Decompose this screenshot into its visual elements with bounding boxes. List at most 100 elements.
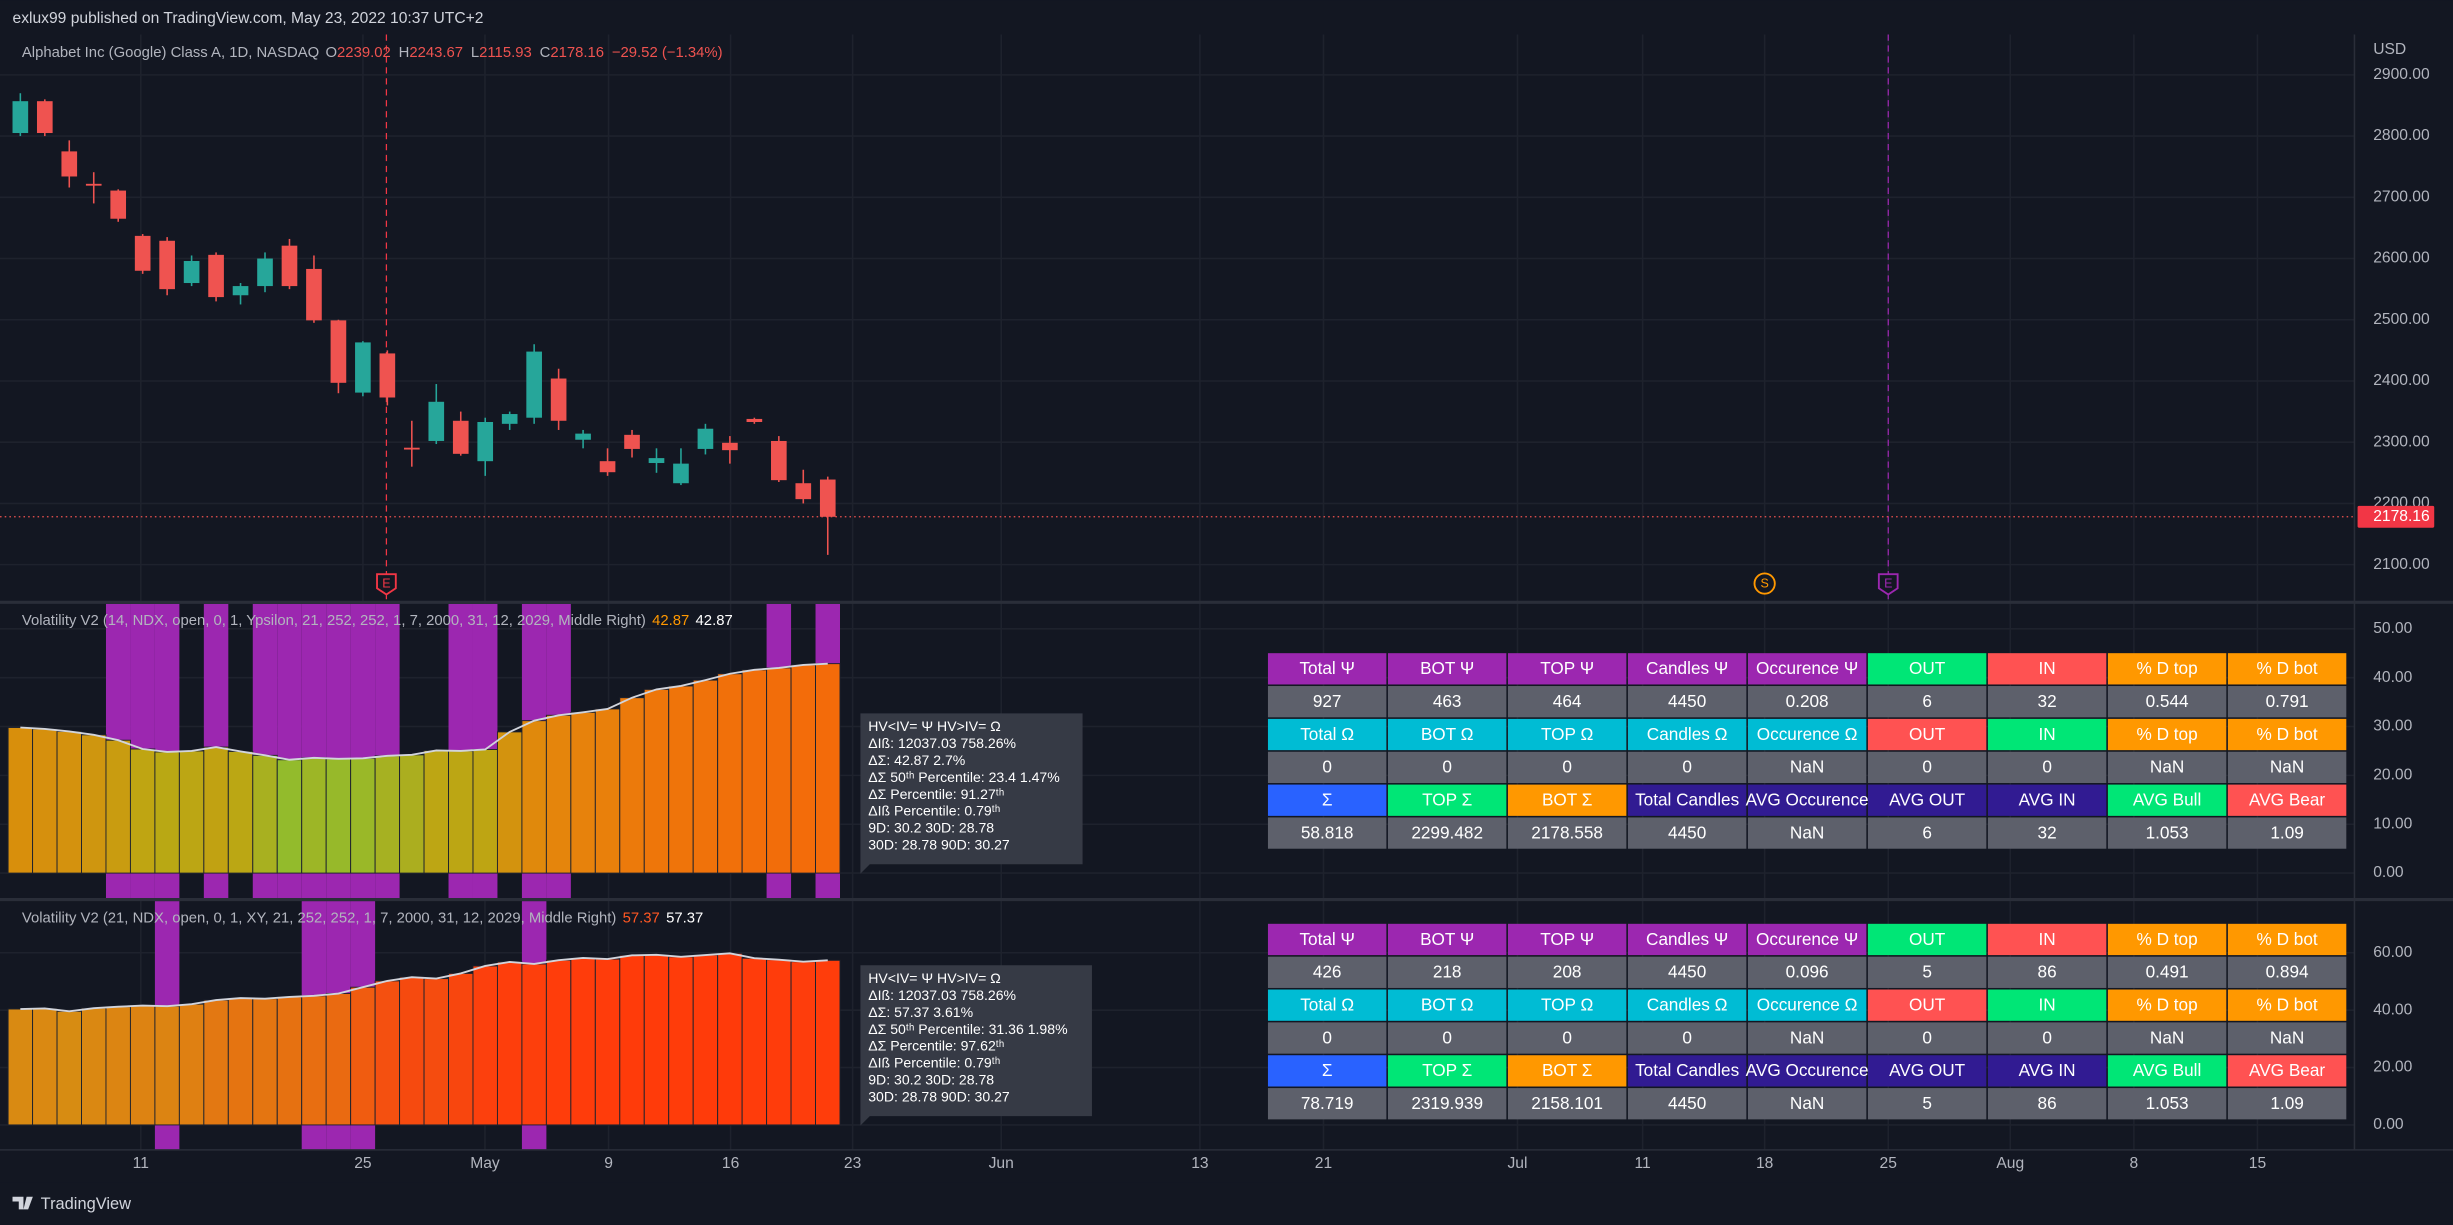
bar — [521, 720, 547, 874]
table-cell — [2227, 653, 2347, 685]
table-cell-text: Total Ω — [1300, 724, 1354, 744]
table-cell — [1627, 989, 1747, 1021]
y-tick-label: 2900.00 — [2373, 66, 2430, 83]
footer — [0, 1182, 2453, 1225]
table-cell — [1747, 956, 1867, 988]
candle-body — [355, 342, 371, 393]
indicator-name: Volatility V2 (21, NDX, open, 0, 1, XY, … — [22, 910, 617, 926]
bar — [448, 972, 474, 1126]
table-cell-text: Candles Ψ — [1646, 658, 1728, 678]
table-cell — [1867, 989, 1987, 1021]
table-cell — [2227, 1055, 2347, 1087]
price-tag-label: 2178.16 — [2373, 508, 2429, 525]
bar — [741, 957, 768, 1126]
table-cell-text: AVG Bear — [2249, 1060, 2325, 1080]
event-marker — [1877, 573, 1899, 596]
table-cell — [2107, 751, 2227, 784]
table-cell-text: 208 — [1553, 962, 1582, 982]
bar — [766, 667, 792, 874]
y-tick-label: 2100.00 — [2373, 556, 2430, 573]
bar — [81, 1007, 107, 1126]
table-cell-text: % D top — [2137, 724, 2198, 744]
table-cell-text: Total Ω — [1300, 994, 1354, 1014]
table-cell — [1507, 923, 1627, 956]
x-tick-label: Jul — [1507, 1155, 1527, 1172]
table-cell-text: NaN — [1790, 822, 1824, 842]
table-cell — [1867, 1088, 1987, 1120]
y-tick-label: 2400.00 — [2373, 372, 2430, 389]
table-cell-text: 0 — [1682, 1027, 1692, 1047]
table-cell — [1507, 1088, 1627, 1120]
value-line — [20, 952, 828, 1013]
y-tick-label: 40.00 — [2373, 669, 2412, 686]
x-tick-label: Jun — [989, 1155, 1014, 1172]
notes-line: ΔΣ 50ᵗʰ Percentile: 31.36 1.98% — [868, 1021, 1067, 1037]
bar — [276, 759, 303, 874]
table-cell — [1267, 718, 1387, 751]
table-cell-text: 2158.101 — [1531, 1093, 1603, 1113]
bar — [766, 959, 792, 1126]
table-cell-text: 0 — [1922, 757, 1932, 777]
candle-body — [159, 240, 175, 290]
table-cell-text: 32 — [2038, 691, 2057, 711]
table-cell — [2227, 817, 2347, 849]
table-cell — [1747, 751, 1867, 784]
table-cell-text: 0 — [1682, 757, 1692, 777]
bar — [129, 1005, 156, 1126]
notes-line: 30D: 28.78 90D: 30.27 — [868, 1088, 1010, 1104]
candle-body — [208, 254, 224, 298]
candle-body — [110, 190, 127, 219]
table-cell-text: % D bot — [2257, 994, 2318, 1014]
bar — [570, 957, 596, 1126]
table-cell-text: 5 — [1922, 962, 1932, 982]
candle-body — [306, 268, 322, 321]
table-cell — [2227, 686, 2347, 718]
bar — [374, 755, 401, 874]
x-tick-label: 11 — [133, 1155, 149, 1172]
table-cell-text: 6 — [1922, 822, 1932, 842]
table-cell-text: NaN — [1790, 1027, 1824, 1047]
bar — [399, 754, 425, 874]
bar — [203, 999, 229, 1126]
candle-body — [550, 378, 567, 421]
table-cell-text: 2178.558 — [1531, 822, 1603, 842]
candle-body — [771, 440, 787, 481]
table-cell — [1267, 923, 1387, 956]
candle-body — [36, 101, 53, 134]
value-line — [20, 662, 828, 761]
table-cell-text: 464 — [1553, 691, 1582, 711]
table-cell-text: 86 — [2038, 1093, 2057, 1113]
table-cell-text: NaN — [2150, 757, 2184, 777]
table-cell — [1267, 653, 1387, 685]
table-cell-text: % D bot — [2257, 658, 2318, 678]
candle-body — [599, 461, 616, 473]
brand-logo — [12, 1196, 33, 1210]
table-cell-text: 426 — [1313, 962, 1342, 982]
y-tick-label: 40.00 — [2373, 1001, 2412, 1018]
bar — [692, 679, 719, 874]
candle-body — [134, 235, 151, 271]
notes-line: ΔIß: 12037.03 758.26% — [868, 735, 1016, 751]
candle-body — [697, 428, 714, 449]
table-cell-text: % D top — [2137, 929, 2198, 949]
legend-value: 2243.67 — [409, 45, 463, 61]
bar — [619, 697, 645, 874]
table-cell — [1747, 718, 1867, 751]
table-cell — [1627, 1055, 1747, 1087]
table-cell — [2227, 989, 2347, 1021]
candle-body — [12, 101, 29, 134]
table-cell-text: 0 — [1562, 757, 1572, 777]
table-cell — [1627, 923, 1747, 956]
table-cell-text: 6 — [1922, 691, 1932, 711]
candle-body — [232, 286, 249, 296]
table-cell — [1867, 956, 1987, 988]
table-cell-text: Σ — [1322, 790, 1333, 810]
table-cell-text: 1.09 — [2270, 1093, 2303, 1113]
table-cell-text: AVG Occurence — [1746, 1060, 1869, 1080]
x-tick-label: 16 — [722, 1155, 739, 1172]
table-cell — [1507, 989, 1627, 1021]
candle-body — [526, 351, 542, 418]
table-cell-text: 0.491 — [2146, 962, 2189, 982]
candle-body — [61, 151, 78, 177]
